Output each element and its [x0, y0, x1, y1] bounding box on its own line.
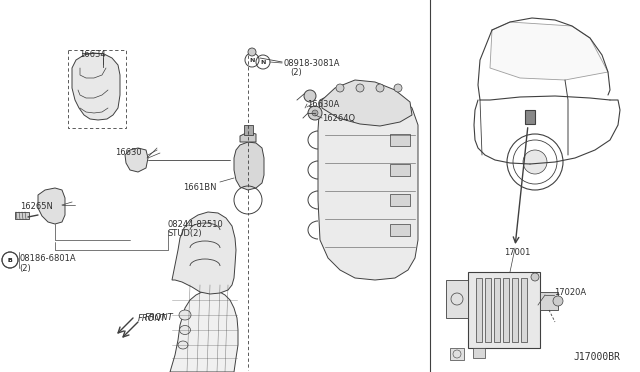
Text: STUD(2): STUD(2)	[168, 229, 203, 238]
Text: FRONT: FRONT	[138, 314, 167, 323]
Circle shape	[304, 90, 316, 102]
Text: 16630: 16630	[115, 148, 141, 157]
Polygon shape	[318, 85, 418, 280]
Circle shape	[523, 150, 547, 174]
Text: 08918-3081A: 08918-3081A	[283, 59, 339, 68]
Text: N: N	[260, 60, 266, 64]
Ellipse shape	[179, 310, 191, 320]
Bar	[525, 110, 535, 124]
Bar	[68, 50, 126, 128]
Bar	[390, 194, 410, 206]
Text: 16265N: 16265N	[20, 202, 53, 211]
Text: 17020A: 17020A	[554, 288, 586, 297]
Polygon shape	[170, 290, 238, 372]
Bar	[485, 278, 491, 342]
Text: 17001: 17001	[504, 248, 531, 257]
Ellipse shape	[179, 326, 191, 334]
Bar	[494, 278, 500, 342]
Text: B: B	[8, 257, 12, 263]
Bar	[244, 125, 253, 135]
Bar	[446, 280, 468, 318]
Bar	[476, 278, 482, 342]
Bar	[390, 134, 410, 146]
Text: 16264Q: 16264Q	[322, 114, 355, 123]
Text: J17000BR: J17000BR	[573, 352, 620, 362]
Bar	[503, 278, 509, 342]
Circle shape	[312, 110, 318, 116]
Circle shape	[531, 273, 539, 281]
Polygon shape	[125, 148, 148, 172]
Text: 08186-6801A: 08186-6801A	[19, 254, 76, 263]
Circle shape	[394, 84, 402, 92]
Text: (2): (2)	[290, 68, 301, 77]
Bar	[521, 278, 527, 342]
Bar	[512, 278, 518, 342]
Polygon shape	[322, 80, 412, 126]
Circle shape	[336, 84, 344, 92]
Circle shape	[356, 84, 364, 92]
Polygon shape	[234, 142, 264, 190]
Ellipse shape	[178, 341, 188, 349]
Text: B: B	[8, 257, 12, 263]
Text: FRONT: FRONT	[145, 314, 173, 323]
Bar	[473, 348, 485, 358]
Circle shape	[376, 84, 384, 92]
Polygon shape	[172, 212, 236, 294]
Bar	[390, 224, 410, 236]
Text: N: N	[250, 58, 255, 62]
Bar	[468, 272, 540, 348]
Polygon shape	[490, 22, 608, 80]
Text: 08244-82510: 08244-82510	[168, 220, 224, 229]
Bar	[15, 212, 29, 219]
Circle shape	[248, 48, 256, 56]
Polygon shape	[240, 132, 256, 142]
Circle shape	[308, 106, 322, 120]
Bar	[450, 348, 464, 360]
Bar	[390, 164, 410, 176]
Polygon shape	[72, 53, 120, 120]
Text: (2): (2)	[19, 264, 31, 273]
Bar	[540, 292, 558, 310]
Text: 16634: 16634	[79, 50, 106, 59]
Text: 1661BN: 1661BN	[183, 183, 216, 192]
Polygon shape	[38, 188, 65, 224]
Circle shape	[553, 296, 563, 306]
Text: 16630A: 16630A	[307, 100, 339, 109]
